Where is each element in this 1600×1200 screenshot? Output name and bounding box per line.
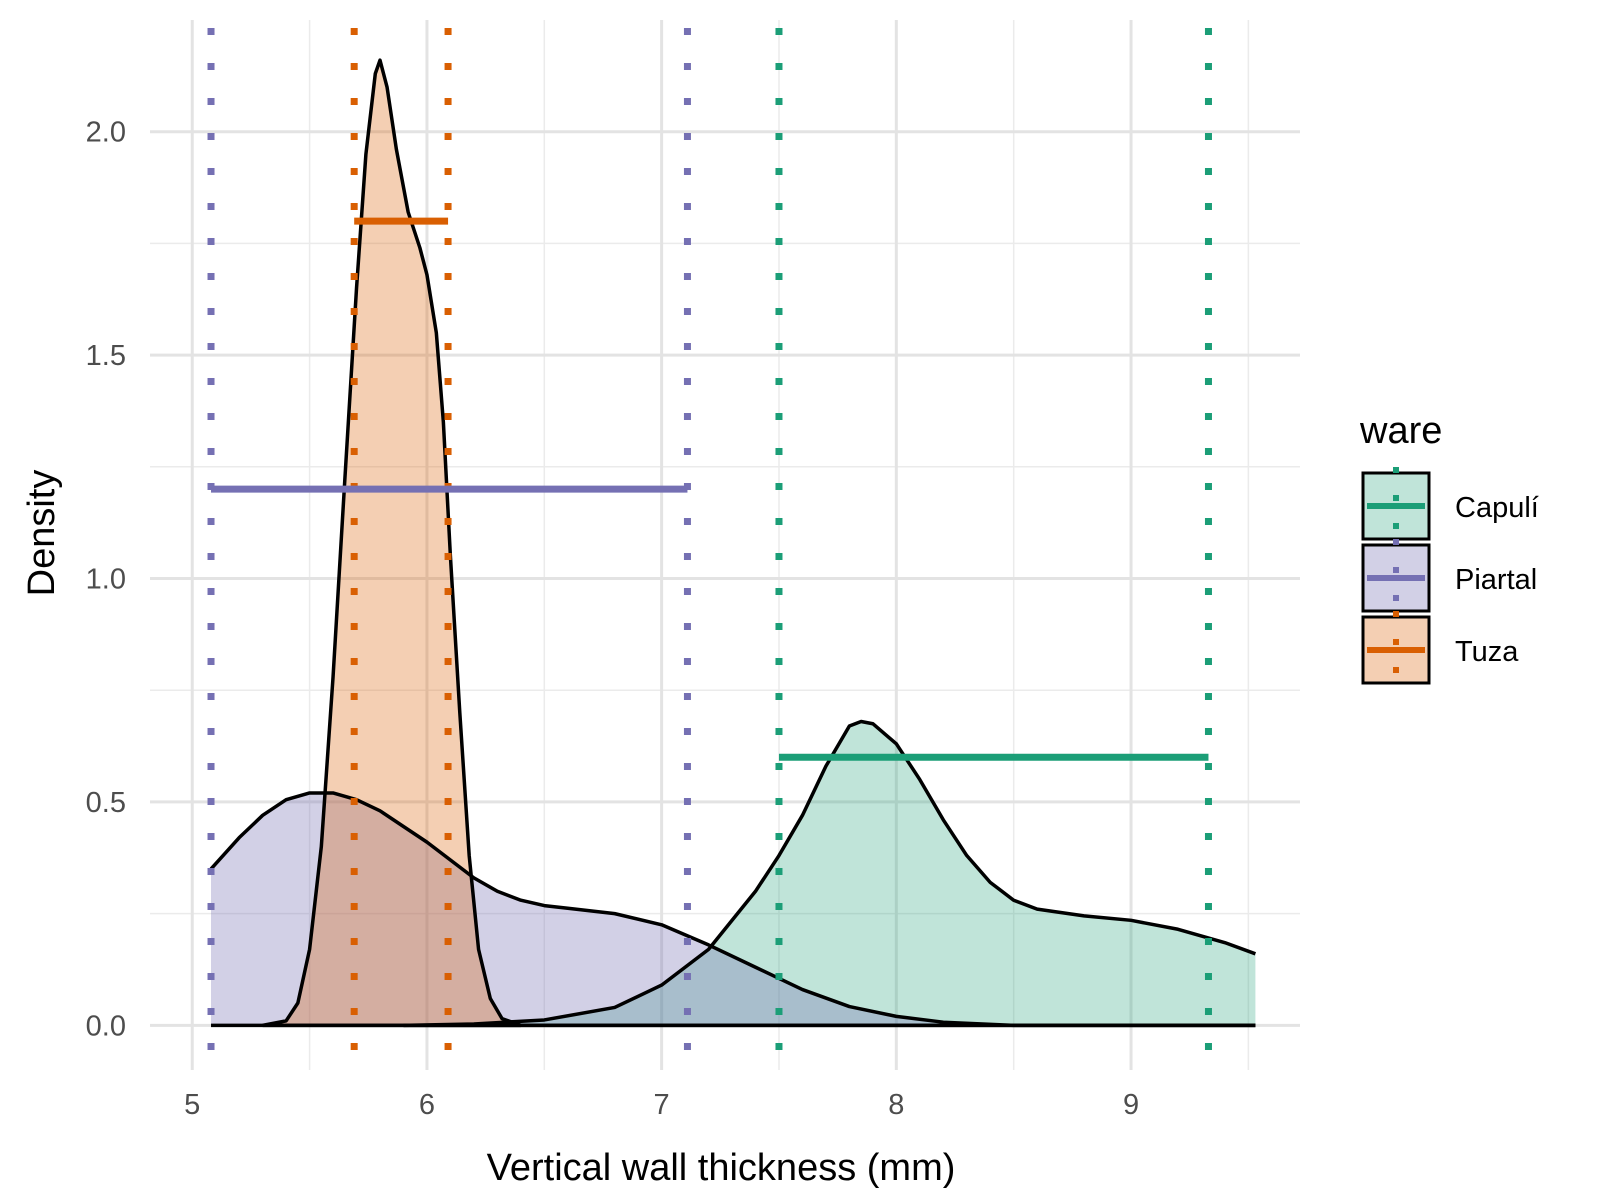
density-curve-tuza: [262, 58, 522, 1028]
legend-item-capulí: Capulí: [1361, 467, 1539, 545]
density-curve-piartal: [209, 791, 1256, 1028]
grid-lines: [150, 20, 1300, 1070]
legend-title: ware: [1359, 410, 1442, 452]
y-tick-label: 2.0: [86, 117, 126, 149]
y-tick-label: 1.5: [86, 340, 126, 372]
x-tick-label: 9: [1123, 1089, 1139, 1121]
x-tick-label: 5: [184, 1089, 200, 1121]
legend: ware Capulí Piartal Tuza: [1359, 410, 1539, 689]
x-axis-ticks: 5 6 7 8 9: [184, 1089, 1139, 1121]
x-tick-label: 6: [419, 1089, 435, 1121]
x-tick-label: 8: [888, 1089, 904, 1121]
density-outlines: [209, 58, 1257, 1028]
legend-label: Piartal: [1455, 564, 1537, 596]
x-axis-title: Vertical wall thickness (mm): [487, 1147, 956, 1189]
density-fill-capulí: [403, 721, 1256, 1026]
y-tick-label: 1.0: [86, 564, 126, 596]
legend-label: Tuza: [1455, 636, 1519, 668]
density-fill-piartal: [211, 792, 1256, 1026]
x-tick-label: 7: [654, 1089, 670, 1121]
y-tick-label: 0.0: [86, 1010, 126, 1042]
density-fills: [211, 60, 1256, 1026]
y-axis-ticks: 0.0 0.5 1.0 1.5 2.0: [86, 117, 126, 1043]
legend-label: Capulí: [1455, 492, 1539, 524]
y-tick-label: 0.5: [86, 787, 126, 819]
y-axis-title: Density: [21, 470, 63, 597]
legend-item-piartal: Piartal: [1361, 539, 1537, 617]
density-curve-capulí: [403, 719, 1257, 1028]
legend-item-tuza: Tuza: [1361, 611, 1519, 689]
interval-bars: [211, 217, 1209, 761]
legend-items: Capulí Piartal Tuza: [1361, 467, 1539, 689]
